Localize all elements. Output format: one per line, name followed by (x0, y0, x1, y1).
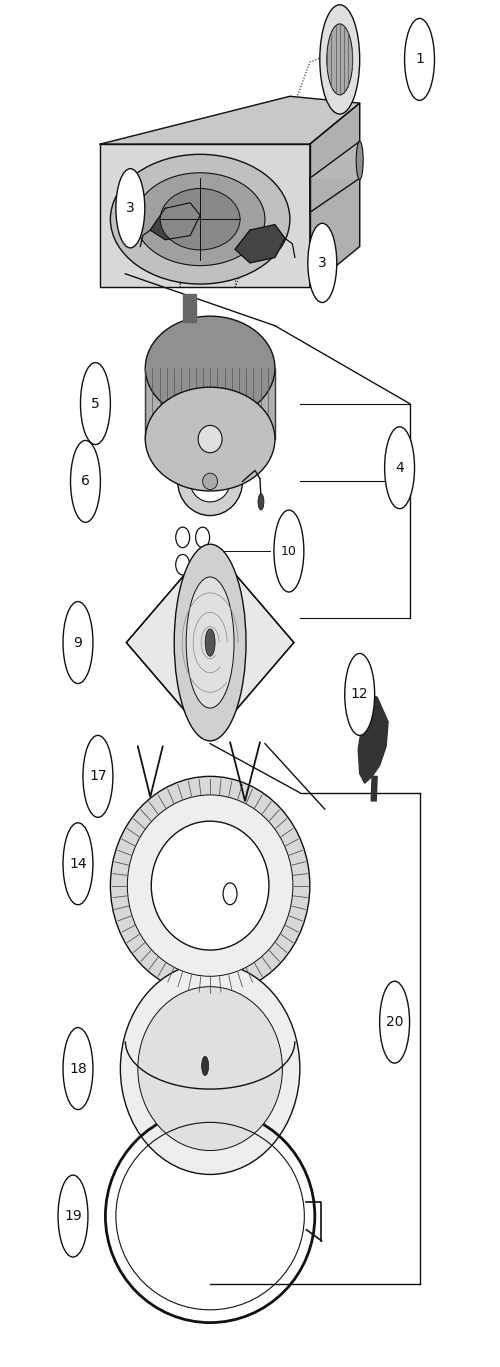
Ellipse shape (160, 189, 240, 250)
Text: 19: 19 (64, 1208, 82, 1223)
Circle shape (202, 1057, 208, 1076)
Polygon shape (150, 202, 200, 239)
Polygon shape (235, 224, 285, 262)
Text: 10: 10 (281, 544, 297, 558)
Text: 20: 20 (386, 1016, 404, 1029)
Text: 1: 1 (415, 52, 424, 67)
Polygon shape (146, 368, 275, 439)
Ellipse shape (356, 141, 363, 179)
Ellipse shape (138, 987, 282, 1151)
Ellipse shape (146, 316, 275, 420)
Ellipse shape (146, 387, 275, 491)
Polygon shape (358, 694, 388, 783)
Ellipse shape (128, 796, 293, 976)
Polygon shape (310, 103, 360, 287)
Circle shape (186, 577, 234, 708)
Text: 5: 5 (91, 396, 100, 410)
Text: 4: 4 (395, 461, 404, 474)
Circle shape (308, 223, 337, 302)
Circle shape (116, 168, 145, 247)
Polygon shape (182, 294, 196, 321)
Circle shape (274, 510, 304, 592)
Polygon shape (126, 545, 294, 740)
Circle shape (384, 427, 414, 509)
Ellipse shape (110, 776, 310, 995)
Ellipse shape (136, 172, 265, 265)
Circle shape (344, 653, 374, 735)
Text: 14: 14 (69, 857, 87, 871)
Ellipse shape (178, 447, 242, 515)
Circle shape (80, 362, 110, 444)
Circle shape (63, 601, 93, 684)
Ellipse shape (120, 962, 300, 1174)
Text: 3: 3 (126, 201, 134, 215)
Text: 9: 9 (74, 636, 82, 649)
Ellipse shape (198, 425, 222, 452)
Ellipse shape (202, 473, 218, 489)
Circle shape (70, 440, 101, 522)
Text: 12: 12 (351, 688, 368, 701)
Polygon shape (100, 144, 310, 287)
Circle shape (380, 982, 410, 1064)
Polygon shape (310, 141, 360, 178)
Circle shape (320, 5, 360, 113)
Circle shape (58, 1176, 88, 1258)
Text: 18: 18 (69, 1062, 87, 1076)
Ellipse shape (190, 461, 230, 502)
Circle shape (205, 629, 215, 656)
Circle shape (83, 735, 113, 817)
Text: 3: 3 (318, 256, 326, 269)
Polygon shape (371, 776, 377, 801)
Ellipse shape (152, 822, 269, 950)
Circle shape (63, 1028, 93, 1110)
Circle shape (327, 23, 352, 94)
Polygon shape (100, 96, 360, 144)
Ellipse shape (110, 154, 290, 284)
Circle shape (174, 544, 246, 741)
Text: 17: 17 (89, 770, 106, 783)
Circle shape (404, 18, 434, 100)
Text: 6: 6 (81, 474, 90, 488)
Circle shape (258, 493, 264, 510)
Circle shape (63, 823, 93, 905)
